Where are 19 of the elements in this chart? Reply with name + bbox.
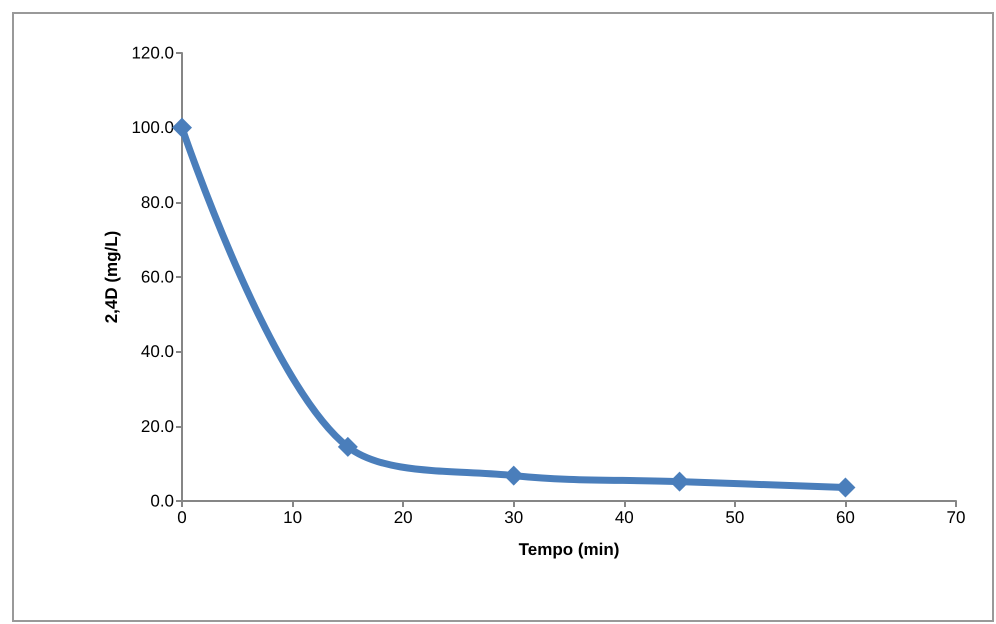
- point: [172, 118, 192, 138]
- y-tick-label: 20.0: [140, 416, 174, 436]
- x-axis-title: Tempo (min): [518, 540, 620, 559]
- x-tick-label: 30: [504, 508, 524, 527]
- x-tick-label: 60: [836, 508, 855, 527]
- y-tick-label: 120.0: [131, 44, 174, 62]
- y-tick-label: 100.0: [131, 118, 174, 138]
- x-tick-label: 10: [283, 508, 302, 527]
- x-tick-label: 50: [725, 508, 744, 527]
- y-tick-label: 0.0: [150, 492, 174, 510]
- x-tick-label: 40: [614, 508, 634, 527]
- x-tick-label: 20: [394, 508, 413, 527]
- x-tick-label: 70: [946, 508, 966, 527]
- y-tick-label: 40.0: [140, 342, 174, 362]
- y-axis-title: 2,4D (mg/L): [102, 230, 121, 324]
- x-tick-label: 0: [177, 508, 187, 527]
- point: [338, 436, 358, 457]
- y-tick-label: 60.0: [140, 268, 174, 286]
- y-tick-label: 80.0: [140, 192, 174, 212]
